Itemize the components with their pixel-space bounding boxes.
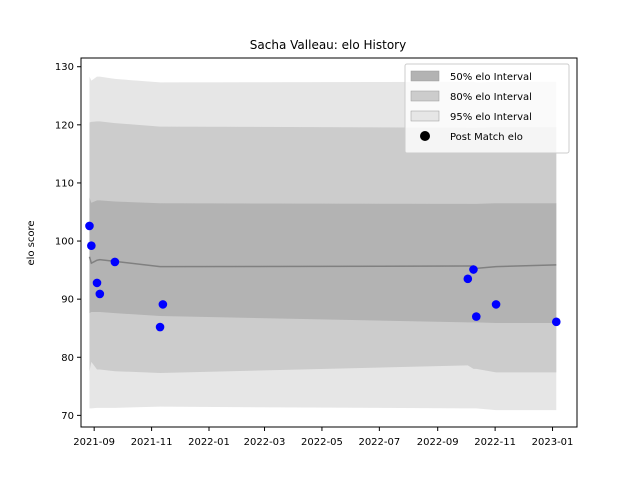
legend-label: 50% elo Interval <box>450 72 532 83</box>
legend-swatch <box>410 110 440 122</box>
point-2 <box>92 278 102 288</box>
point-3 <box>95 289 105 299</box>
point-10 <box>491 300 501 309</box>
y-tick-label: 130 <box>55 62 74 73</box>
x-tick-label: 2022-07 <box>358 437 400 448</box>
mean-elo-line <box>88 256 557 270</box>
y-tick-label: 70 <box>61 411 74 422</box>
point-11 <box>551 317 561 327</box>
mean-line-group <box>88 256 557 270</box>
point-0 <box>85 221 94 231</box>
legend-marker <box>420 131 430 141</box>
point-4 <box>110 257 120 267</box>
chart-title: Sacha Valleau: elo History <box>250 38 406 52</box>
x-tick-label: 2022-03 <box>244 437 286 448</box>
legend-label: 95% elo Interval <box>450 112 532 123</box>
x-axis: 2021-09 2021-11 2022-01 2022-03 2022-05 2022-… <box>73 427 573 448</box>
point-8 <box>469 265 478 274</box>
y-axis-label: elo score <box>26 220 37 265</box>
legend-label: Post Match elo <box>450 132 523 143</box>
point-9 <box>471 312 481 321</box>
point-6 <box>158 300 168 309</box>
x-tick-label: 2022-09 <box>417 437 459 448</box>
interval-bands <box>89 76 557 411</box>
x-tick-label: 2022-11 <box>474 437 516 448</box>
band-2 <box>89 197 557 323</box>
plot-frame <box>80 57 578 428</box>
y-tick-label: 100 <box>55 237 74 248</box>
x-tick-label: 2022-05 <box>301 437 343 448</box>
x-tick-label: 2021-09 <box>73 437 115 448</box>
legend-label: 80% elo Interval <box>450 92 532 103</box>
y-axis: 70 80 90 100 110 120 130 <box>55 62 81 422</box>
point-7 <box>463 274 473 284</box>
legend-swatch <box>410 70 440 82</box>
y-tick-label: 80 <box>61 353 74 364</box>
y-tick-label: 110 <box>55 178 74 189</box>
x-tick-label: 2022-01 <box>188 437 230 448</box>
legend-swatch <box>410 90 440 102</box>
post-match-points <box>85 221 561 332</box>
y-tick-label: 90 <box>61 295 74 306</box>
point-1 <box>87 241 96 250</box>
legend: 50% elo Interval 80% elo Interval 95% elo … <box>404 63 570 154</box>
legend-box <box>404 63 570 154</box>
point-5 <box>155 322 165 332</box>
x-tick-label: 2021-11 <box>131 437 173 448</box>
y-tick-label: 120 <box>55 120 74 131</box>
x-tick-label: 2023-01 <box>532 437 574 448</box>
